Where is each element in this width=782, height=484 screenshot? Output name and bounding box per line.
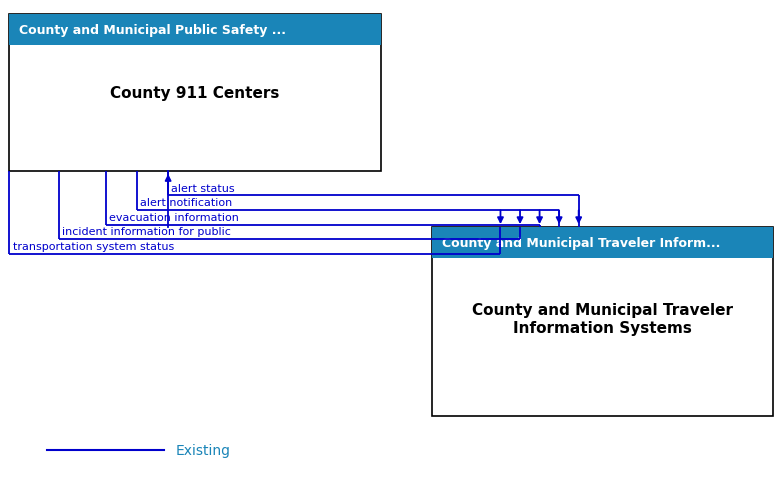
Text: incident information for public: incident information for public — [62, 227, 231, 237]
Text: County and Municipal Public Safety ...: County and Municipal Public Safety ... — [19, 24, 285, 37]
Bar — [432, 227, 773, 416]
Text: County and Municipal Traveler
Information Systems: County and Municipal Traveler Informatio… — [472, 302, 733, 335]
Bar — [9, 15, 381, 172]
Text: Existing: Existing — [176, 443, 231, 457]
Text: transportation system status: transportation system status — [13, 241, 174, 251]
Text: evacuation information: evacuation information — [109, 212, 239, 222]
Text: alert notification: alert notification — [140, 197, 232, 208]
Bar — [432, 227, 773, 259]
Text: County and Municipal Traveler Inform...: County and Municipal Traveler Inform... — [442, 237, 720, 250]
Bar — [9, 15, 381, 46]
Text: County 911 Centers: County 911 Centers — [110, 86, 280, 101]
Text: alert status: alert status — [171, 183, 235, 193]
